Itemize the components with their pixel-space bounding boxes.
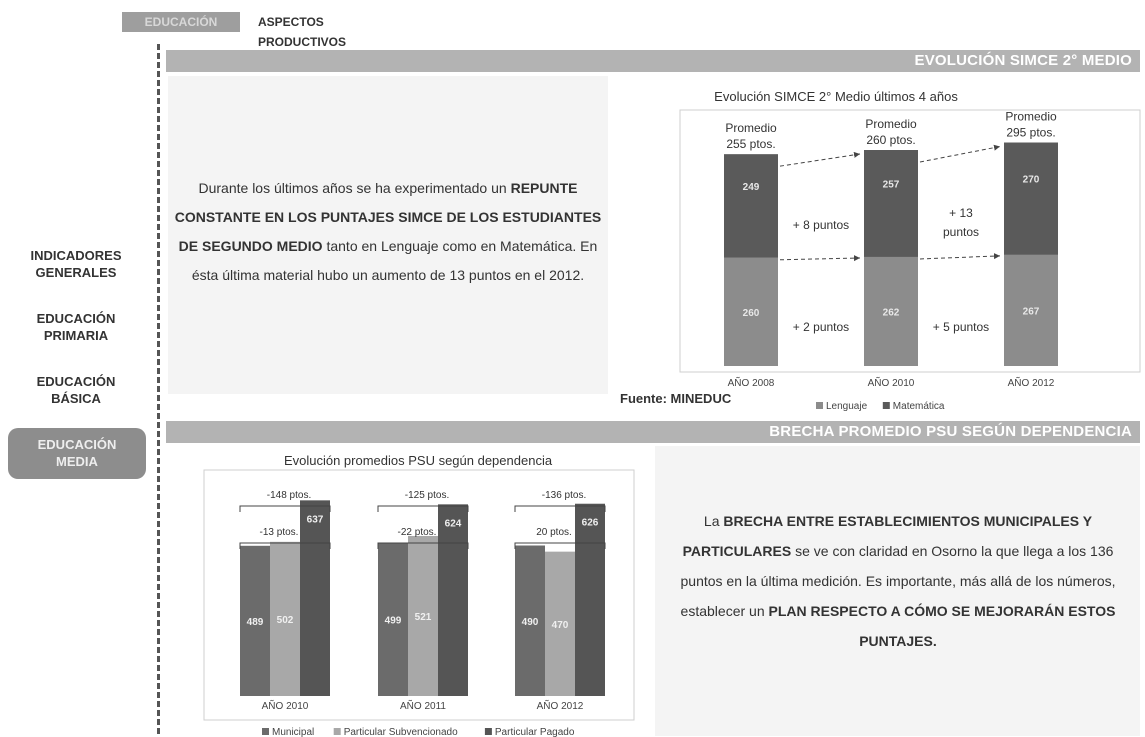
data-label: 521 — [415, 612, 432, 623]
diff-label: + 13 — [949, 206, 973, 220]
gap-subv-label: -13 ptos. — [260, 527, 299, 538]
sidebar-divider — [157, 44, 160, 734]
x-tick-label: AÑO 2012 — [1008, 376, 1055, 389]
legend-label: Particular Subvencionado — [344, 727, 458, 737]
legend-label: Particular Pagado — [495, 727, 575, 737]
bar-municipal — [378, 542, 408, 696]
bar-particular-subvencionado — [270, 541, 300, 696]
bar-municipal — [515, 545, 545, 696]
bar-lenguaje — [1004, 254, 1058, 366]
text-panel-psu — [655, 446, 1140, 736]
legend-label: Lenguaje — [826, 401, 868, 412]
bar-municipal — [240, 545, 270, 696]
gap-total-label: -148 ptos. — [267, 490, 311, 501]
simce-description: Durante los últimos años se ha experimen… — [174, 180, 602, 283]
data-label: 257 — [883, 179, 900, 190]
data-label: 499 — [385, 615, 402, 626]
sidebar-item-label: PRIMARIA — [43, 328, 109, 343]
data-label: 624 — [445, 518, 462, 529]
data-label: 626 — [582, 518, 599, 529]
sidebar-item-indicadores-generales[interactable]: INDICADORES GENERALES — [6, 247, 146, 281]
sidebar-item-educacion-primaria[interactable]: EDUCACIÓN PRIMARIA — [6, 310, 146, 344]
trend-arrow — [919, 253, 1001, 260]
diff-label: + 5 puntos — [933, 320, 989, 334]
diff-label: puntos — [943, 225, 979, 239]
simce-chart: Evolución SIMCE 2° Medio últimos 4 años … — [679, 89, 1141, 412]
data-label: 262 — [883, 307, 900, 318]
legend-label: Matemática — [893, 401, 945, 412]
text-panel-simce — [168, 76, 608, 394]
bar-matematica — [864, 150, 918, 257]
section-header-psu: BRECHA PROMEDIO PSU SEGÚN DEPENDENCIA — [166, 421, 1140, 443]
average-label: Promedio — [725, 121, 777, 135]
sidebar-item-label: BÁSICA — [51, 391, 101, 406]
sidebar-item-label: EDUCACIÓN — [36, 311, 116, 326]
diff-label: + 8 puntos — [793, 218, 849, 232]
chart-source: Fuente: MINEDUC — [620, 391, 732, 406]
gap-bracket — [514, 505, 606, 512]
bar-particular-pagado — [575, 503, 605, 696]
bar-lenguaje — [724, 257, 778, 366]
average-label: 260 ptos. — [866, 133, 915, 147]
bar-matematica — [1004, 142, 1058, 255]
gap-bracket — [514, 542, 606, 549]
data-label: 490 — [522, 617, 539, 628]
trend-arrow — [779, 255, 861, 262]
gap-bracket — [239, 505, 331, 512]
bar-particular-pagado — [438, 504, 468, 696]
data-label: 502 — [277, 615, 294, 626]
x-tick-label: AÑO 2010 — [262, 699, 309, 712]
gap-total-label: -125 ptos. — [405, 490, 449, 501]
data-label: 249 — [743, 182, 760, 193]
bar-matematica — [724, 154, 778, 258]
average-label: Promedio — [865, 117, 917, 131]
sidebar-item-label: EDUCACIÓN — [36, 374, 116, 389]
bar-particular-subvencionado — [408, 535, 438, 696]
average-label: 255 ptos. — [726, 137, 775, 151]
section-header-simce: EVOLUCIÓN SIMCE 2° MEDIO — [166, 50, 1140, 72]
x-tick-label: AÑO 2008 — [728, 376, 775, 389]
sidebar-item-educacion-basica[interactable]: EDUCACIÓN BÁSICA — [6, 373, 146, 407]
legend-swatch — [262, 728, 269, 735]
data-label: 470 — [552, 620, 569, 631]
data-label: 270 — [1023, 175, 1040, 186]
gap-subv-label: 20 ptos. — [536, 527, 572, 538]
psu-description: La BRECHA ENTRE ESTABLECIMIENTOS MUNICIP… — [680, 513, 1116, 649]
diff-label: + 2 puntos — [793, 320, 849, 334]
gap-bracket — [377, 542, 469, 549]
legend-swatch — [882, 402, 890, 409]
tab-aspectos-productivos[interactable]: ASPECTOS PRODUCTIVOS — [258, 15, 347, 49]
data-label: 267 — [1023, 306, 1040, 317]
average-label: 295 ptos. — [1006, 126, 1055, 140]
gap-bracket — [377, 505, 469, 512]
sidebar-item-educacion-media[interactable]: EDUCACIÓN MEDIA — [8, 428, 146, 479]
sidebar-item-label: MEDIA — [56, 454, 98, 469]
bar-lenguaje — [864, 256, 918, 366]
gap-bracket — [239, 542, 331, 549]
bar-particular-subvencionado — [545, 551, 575, 696]
average-label: Promedio — [1005, 110, 1057, 124]
tab-educacion[interactable]: EDUCACIÓN — [122, 12, 240, 32]
gap-total-label: -136 ptos. — [542, 490, 586, 501]
legend-swatch — [816, 402, 823, 409]
legend-swatch — [484, 728, 492, 735]
sidebar-item-label: EDUCACIÓN — [37, 437, 117, 452]
x-tick-label: AÑO 2011 — [400, 699, 446, 712]
legend-swatch — [333, 728, 341, 735]
sidebar-item-label: INDICADORES — [30, 248, 122, 263]
bar-particular-pagado — [300, 500, 330, 696]
data-label: 489 — [247, 617, 264, 628]
legend-label: Municipal — [272, 727, 314, 737]
chart-title: Evolución SIMCE 2° Medio últimos 4 años — [714, 89, 958, 104]
data-label: 260 — [743, 308, 760, 319]
x-tick-label: AÑO 2010 — [868, 376, 915, 389]
chart-title: Evolución promedios PSU según dependenci… — [284, 453, 553, 468]
sidebar-item-label: GENERALES — [35, 265, 117, 280]
data-label: 637 — [307, 514, 324, 525]
psu-chart: Evolución promedios PSU según dependenci… — [203, 453, 635, 737]
gap-subv-label: -22 ptos. — [398, 527, 437, 538]
x-tick-label: AÑO 2012 — [537, 699, 584, 712]
